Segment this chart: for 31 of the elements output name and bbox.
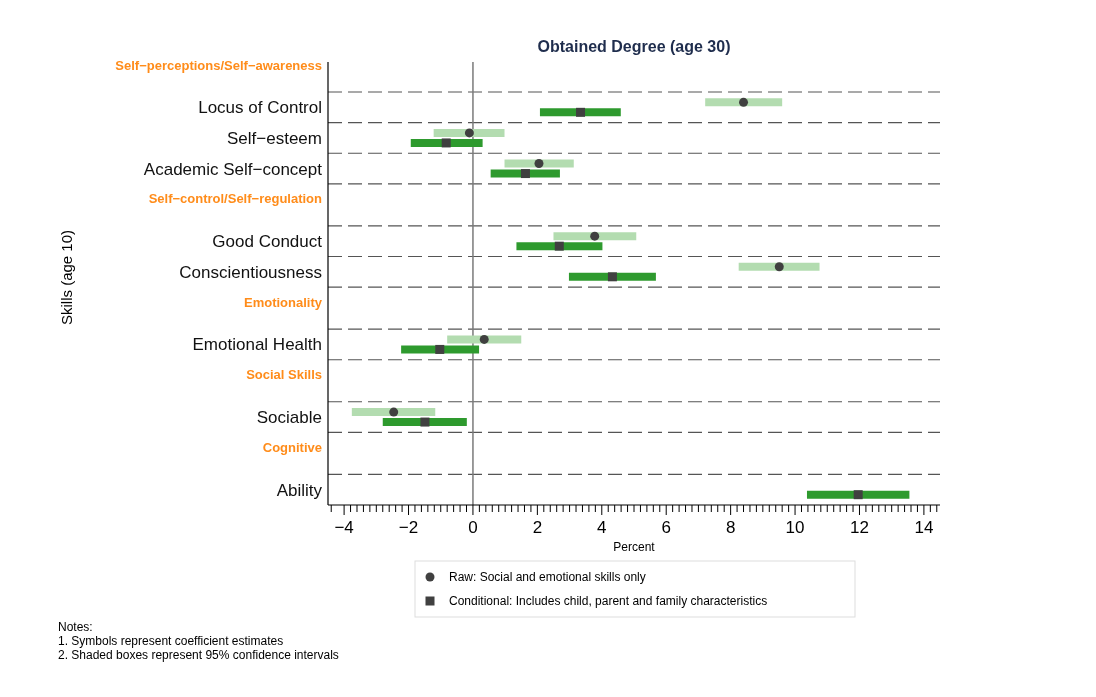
x-tick-label: 6 — [661, 518, 671, 537]
x-tick-label: 14 — [914, 518, 934, 537]
text: Notes: — [58, 620, 93, 634]
x-axis-title: Percent — [613, 540, 656, 554]
y-tick-label: Self−control/Self−regulation — [148, 191, 323, 207]
y-tick-label: Emotionality — [243, 294, 323, 310]
x-tick-label: 4 — [597, 518, 607, 537]
x-tick-label: −4 — [334, 518, 354, 537]
x-tick-label: 10 — [785, 518, 805, 537]
y-tick-label: Self−perceptions/Self−awareness — [115, 57, 322, 73]
y-tick-label: Social Skills — [246, 367, 322, 383]
text: 2. Shaded boxes represent 95% confidence intervals — [58, 648, 339, 662]
y-axis-title: Skills (age 10) — [58, 229, 75, 326]
y-tick-label: Locus of Control — [198, 98, 322, 118]
chart-title: Obtained Degree (age 30) — [537, 38, 731, 55]
text: 1. Symbols represent coefficient estimates — [58, 634, 284, 648]
y-tick-label: Self−esteem — [227, 128, 322, 148]
x-tick-label: 2 — [532, 518, 543, 537]
legend-label: Conditional: Includes child, parent and family characteristics — [449, 594, 768, 609]
legend-label: Raw: Social and emotional skills only — [449, 570, 646, 585]
y-tick-label: Ability — [276, 480, 323, 500]
y-tick-label: Emotional Health — [192, 335, 322, 355]
y-tick-label: Cognitive — [262, 439, 322, 455]
y-tick-label: Conscientiousness — [179, 262, 322, 282]
y-tick-label: Sociable — [256, 408, 322, 428]
x-tick-label: −2 — [398, 518, 419, 537]
x-tick-label: 8 — [725, 518, 736, 537]
y-tick-label: Academic Self−concept — [143, 159, 323, 179]
y-tick-label: Good Conduct — [212, 232, 323, 252]
x-tick-label: 0 — [468, 518, 478, 537]
x-tick-label: 12 — [850, 518, 869, 537]
